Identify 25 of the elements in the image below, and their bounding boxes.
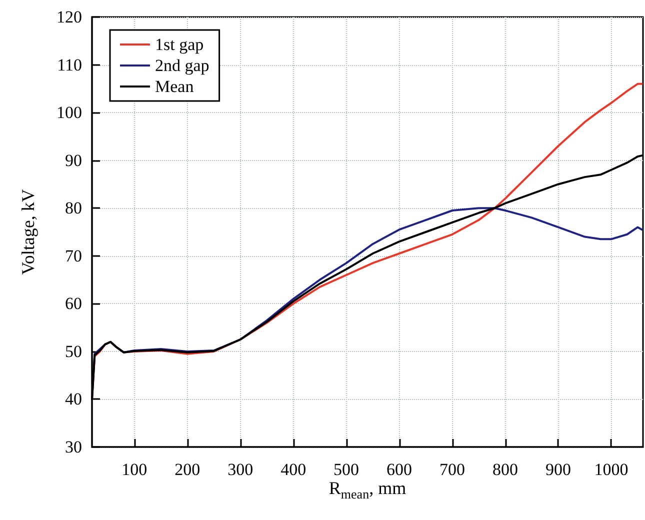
x-tick-label: 500 [334,460,360,479]
y-tick-label: 120 [56,8,82,26]
y-tick-label: 70 [65,246,82,266]
y-tick-label: 80 [65,198,82,218]
x-tick-label: 400 [280,460,306,479]
x-tick-label: 100 [122,460,148,479]
y-tick-label: 40 [65,390,82,409]
y-tick-label: 60 [65,294,82,314]
x-tick-label: 300 [228,460,254,479]
legend-label: 2nd gap [155,56,210,75]
y-tick-label: 110 [57,55,82,74]
y-tick-label: 100 [56,103,82,122]
x-tick-label: 600 [386,460,412,479]
y-tick-label: 30 [65,438,82,456]
x-tick-label: 1000 [594,460,628,479]
x-tick-label: 800 [492,460,518,479]
y-tick-label: 90 [65,150,82,170]
x-tick-label: 900 [545,460,571,479]
legend-label: Mean [155,77,194,96]
legend-label: 1st gap [155,35,204,54]
x-tick-label: 700 [440,460,466,479]
y-axis-title: Voltage, kV [18,189,38,275]
x-tick-label: 200 [174,460,200,479]
y-tick-label: 50 [65,342,82,361]
x-axis-title: R$_{mean}$, mm [328,478,408,503]
